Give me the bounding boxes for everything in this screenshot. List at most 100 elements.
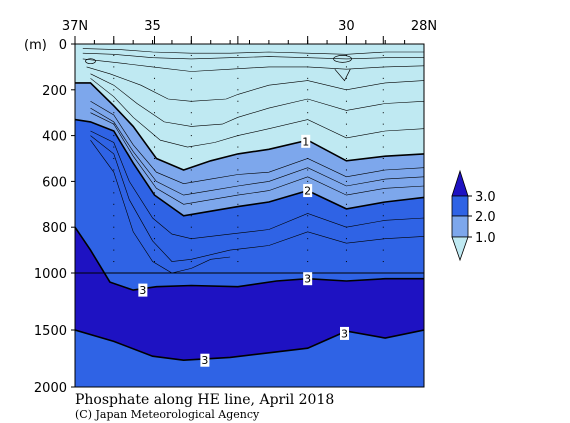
sample-dot xyxy=(190,100,192,102)
sample-dot xyxy=(307,261,309,263)
contour-thin xyxy=(90,73,424,127)
sample-dot xyxy=(190,215,192,217)
sample-dot xyxy=(113,226,115,228)
sample-dot xyxy=(382,100,384,102)
contour-label: 1 xyxy=(302,135,309,148)
sample-dot xyxy=(113,158,115,159)
contour-label: 2 xyxy=(304,185,311,198)
sample-dot xyxy=(190,261,192,263)
sample-dot xyxy=(345,146,347,148)
sample-dot xyxy=(237,249,239,251)
region-2to3-deep xyxy=(75,330,424,387)
sample-dot xyxy=(307,158,309,159)
sample-dot xyxy=(345,66,347,68)
sample-dot xyxy=(382,66,384,68)
contour-thin xyxy=(82,58,424,72)
contour-cell xyxy=(85,58,96,65)
sample-dot xyxy=(153,192,155,194)
colorbar: 3.0 2.0 1.0 xyxy=(451,169,496,262)
contour-c3a xyxy=(75,226,424,291)
sample-dot xyxy=(345,89,347,91)
sample-dot xyxy=(382,261,384,263)
contour-thin xyxy=(90,135,424,262)
contour-thin xyxy=(90,107,424,196)
sample-dot xyxy=(153,112,155,114)
sample-dot xyxy=(237,146,239,148)
sample-dot xyxy=(382,54,384,56)
y-tick-label: 0 xyxy=(59,38,67,53)
chart-credit: (C) Japan Meteorological Agency xyxy=(75,408,260,421)
sample-dot xyxy=(153,215,155,217)
sample-dot xyxy=(153,180,155,182)
sample-dot xyxy=(237,169,239,171)
contour-c1 xyxy=(75,82,424,171)
contour-label-bg xyxy=(301,134,311,148)
region-1to2 xyxy=(75,82,424,216)
sample-dot xyxy=(345,135,347,137)
sample-dot xyxy=(113,123,115,125)
sample-dot xyxy=(382,77,384,79)
sample-dot xyxy=(345,77,347,79)
sample-dot xyxy=(113,169,115,171)
contour-label-bg xyxy=(138,283,148,297)
sample-dot xyxy=(307,215,309,217)
sample-dot xyxy=(113,180,115,182)
sample-dot xyxy=(237,238,239,240)
sample-dot xyxy=(307,169,309,171)
sample-dot xyxy=(345,238,347,240)
sample-dot xyxy=(153,77,155,79)
x-tick-label: 35 xyxy=(144,19,161,34)
sample-dot xyxy=(113,192,115,194)
sample-dot xyxy=(382,238,384,240)
contour-label-bg xyxy=(200,353,210,367)
sample-dot xyxy=(307,226,309,228)
sample-dot xyxy=(307,123,309,125)
sample-dot xyxy=(307,112,309,114)
y-tick-label: 600 xyxy=(42,175,67,190)
contour-c2 xyxy=(75,118,424,217)
sample-dot xyxy=(153,158,155,159)
sample-dot xyxy=(307,89,309,91)
sample-dot xyxy=(153,54,155,56)
colorbar-bottom-arrow xyxy=(451,236,469,262)
colorbar-label: 1.0 xyxy=(475,231,496,246)
region-lt1 xyxy=(75,44,424,170)
sample-dot xyxy=(345,169,347,171)
sample-dot xyxy=(237,203,239,205)
sample-dot xyxy=(190,89,192,91)
sample-dot xyxy=(307,54,309,56)
sample-dot xyxy=(237,261,239,263)
sample-dot xyxy=(237,54,239,56)
sample-dot xyxy=(113,261,115,263)
sample-dot xyxy=(113,66,115,68)
sample-dot xyxy=(113,89,115,91)
sample-dot xyxy=(345,123,347,125)
sample-dot xyxy=(190,112,192,114)
contour-label: 3 xyxy=(341,327,348,340)
sample-dot xyxy=(237,215,239,217)
contour-thin xyxy=(90,140,231,274)
sample-dot xyxy=(237,77,239,79)
contour-thin xyxy=(82,52,424,60)
sample-dot xyxy=(307,203,309,205)
sample-dot xyxy=(345,192,347,194)
sample-dot xyxy=(382,226,384,228)
sample-dot xyxy=(153,89,155,91)
sample-dot xyxy=(382,192,384,194)
sample-dot xyxy=(382,203,384,205)
sample-dot xyxy=(113,112,115,114)
sample-dot xyxy=(153,169,155,171)
sample-dot xyxy=(237,66,239,68)
sample-dot xyxy=(237,112,239,114)
sample-dot xyxy=(307,66,309,68)
sample-dot xyxy=(345,261,347,263)
sample-dot xyxy=(190,169,192,171)
sample-dot xyxy=(190,135,192,137)
sample-dot xyxy=(113,203,115,205)
sample-dot xyxy=(190,146,192,148)
sample-dot xyxy=(307,249,309,251)
sample-dot xyxy=(190,180,192,182)
y-tick-label: 1000 xyxy=(34,267,67,282)
colorbar-1to2 xyxy=(451,215,469,238)
sample-dot xyxy=(113,135,115,137)
